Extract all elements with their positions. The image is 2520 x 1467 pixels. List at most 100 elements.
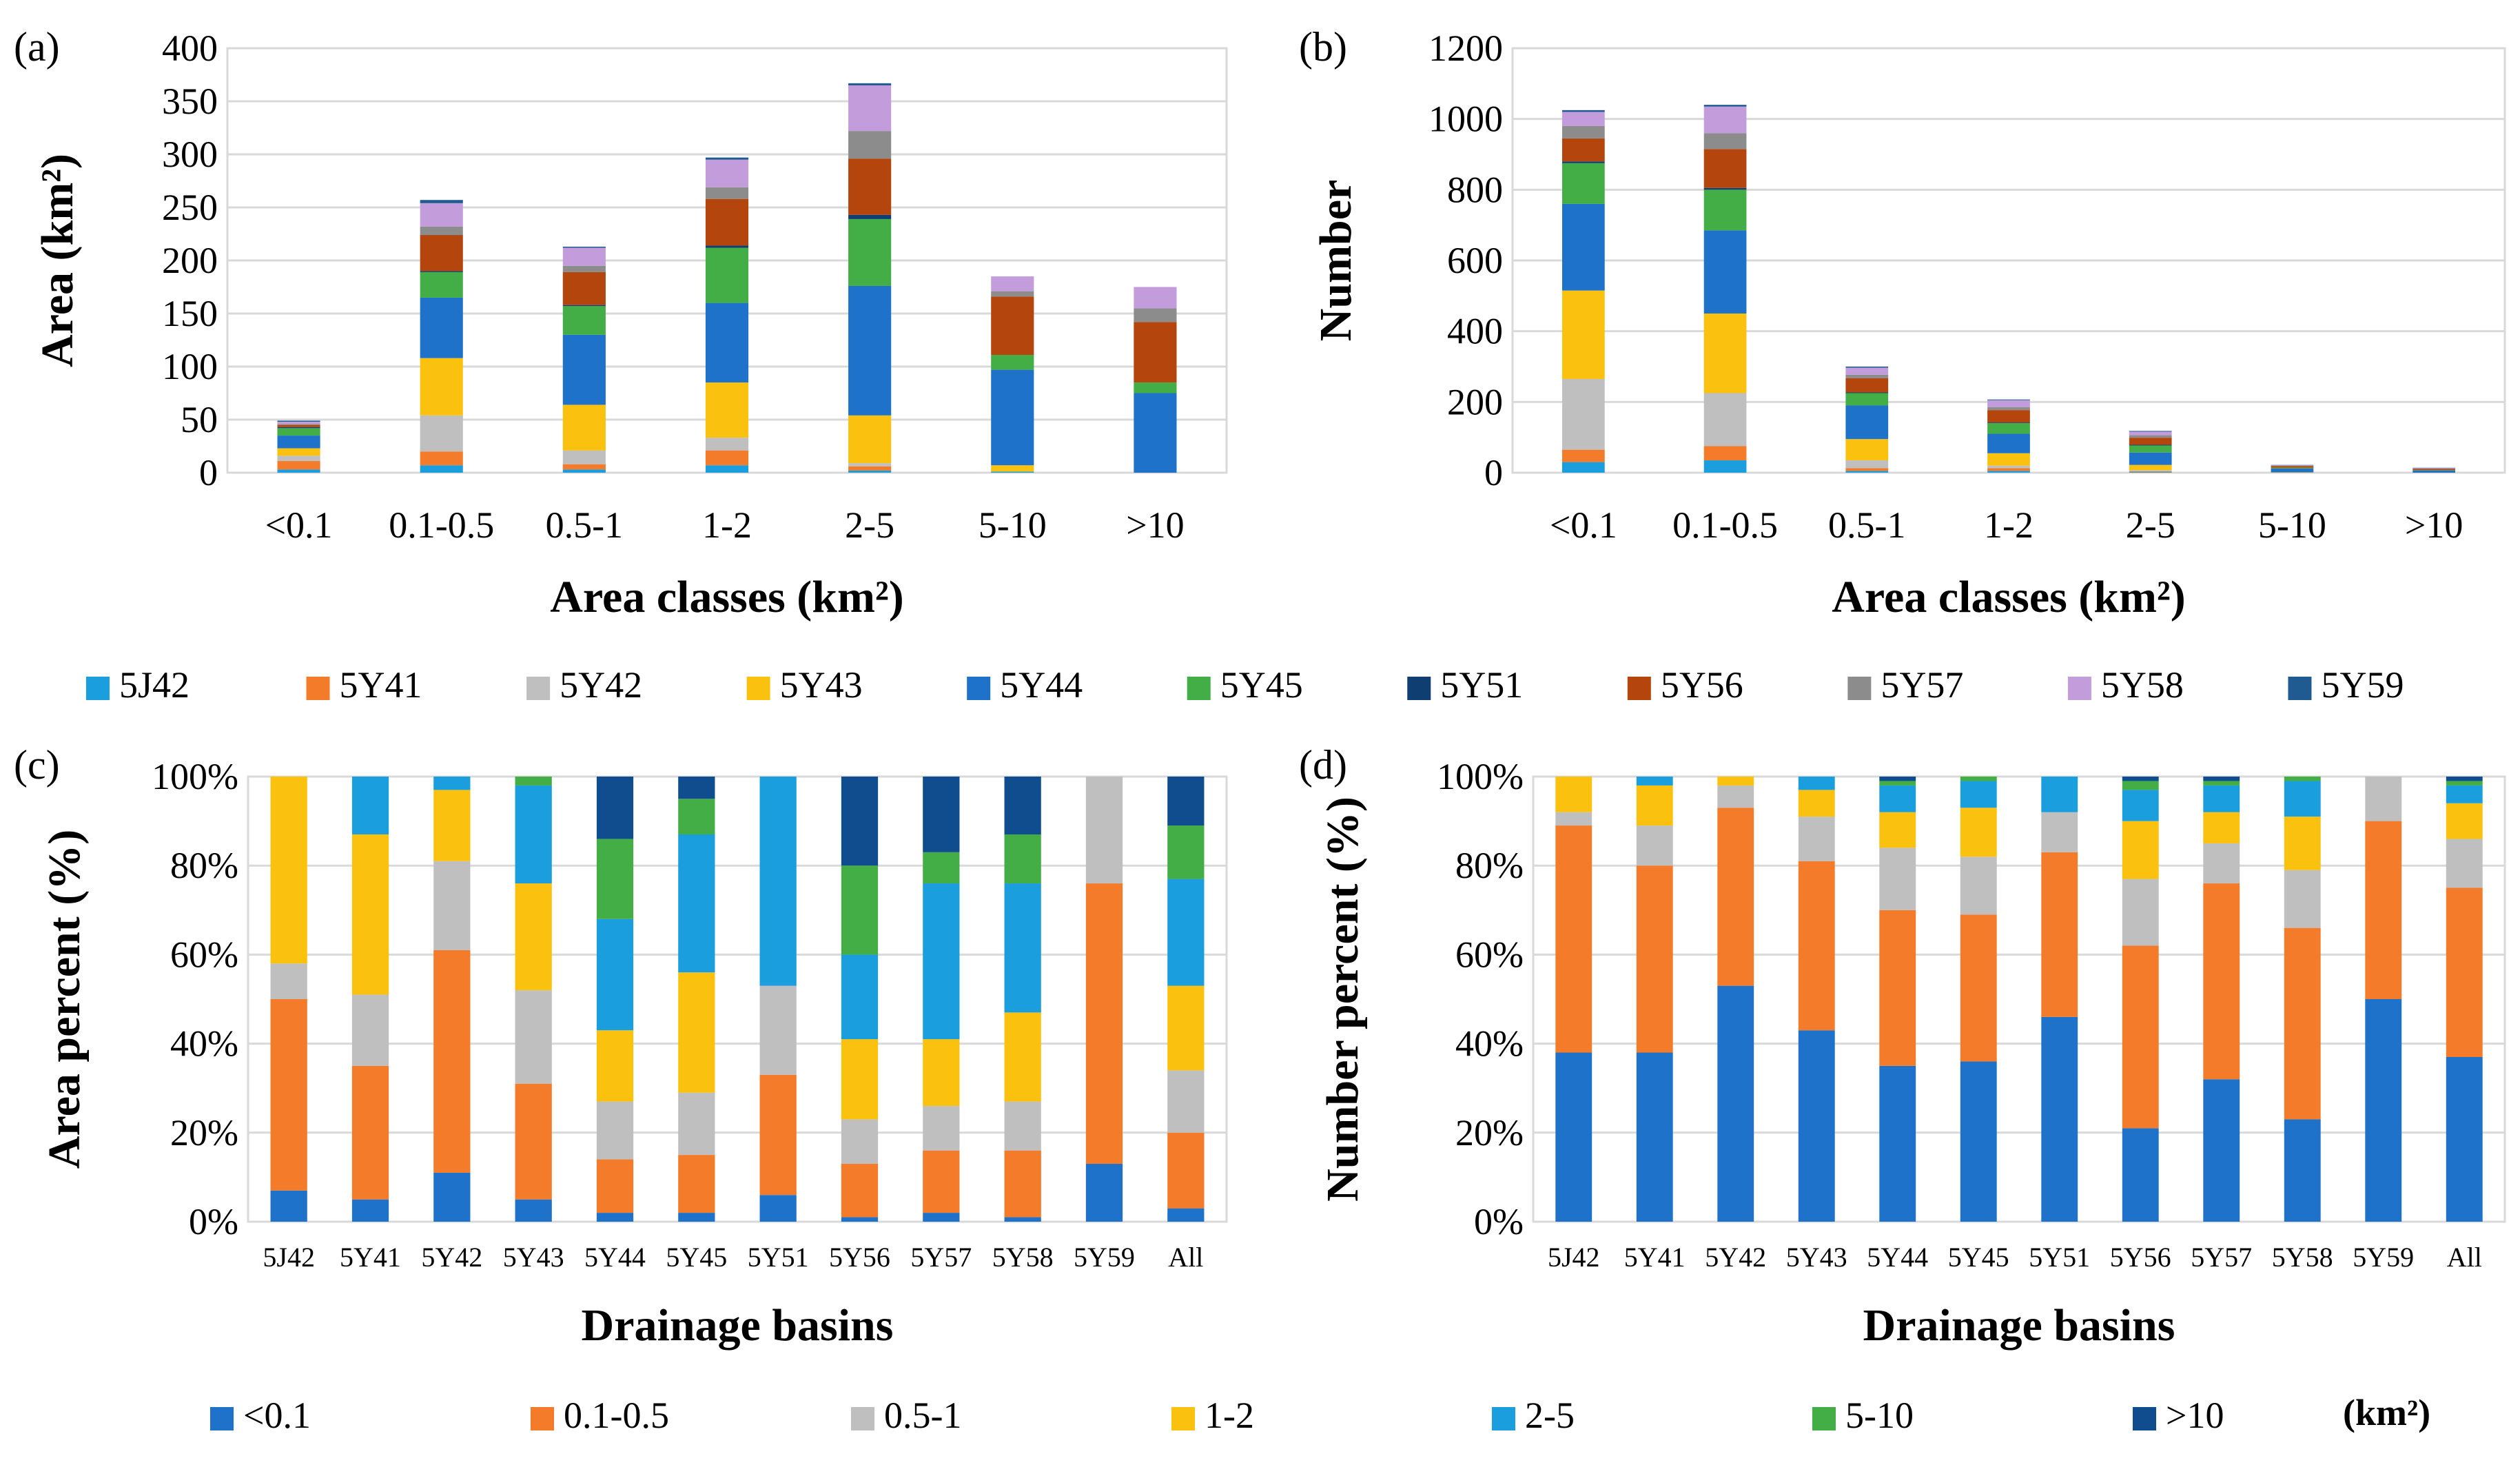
panel-c-x-tick-label: All <box>1168 1242 1203 1273</box>
panel-d-x-ticks: 5J42 5Y41 5Y42 5Y43 5Y44 5Y45 5Y51 5Y56 5Y57 5Y58… <box>1548 1242 2482 1273</box>
panel-d-bar-5Y45-0p5-1 <box>1960 856 1997 915</box>
panel-d-bar-5Y58-5-10 <box>2284 777 2321 781</box>
panel-d-bar-5Y41-lt0p1 <box>1636 1052 1673 1222</box>
panel-c-bar-5Y43-0p5-1 <box>515 990 552 1084</box>
panel-a-y-axis-title: Area (km²) <box>32 154 83 367</box>
panel-a-bar-1-2-5Y44 <box>705 302 749 383</box>
panel-c-bar-All-0p5-1 <box>1167 1070 1205 1133</box>
panel-a-bar-2-5-5Y57 <box>848 131 892 159</box>
basin-legend-swatch-5Y43 <box>746 677 770 700</box>
panel-a-bar-5-10-5Y43 <box>991 465 1034 472</box>
panel-a-bar-gt10-5Y56 <box>1134 322 1177 383</box>
panel-a-bar-0p5-1-5J42 <box>562 469 606 473</box>
panel-c-bar-5Y41-0p1-0p5 <box>351 1065 389 1200</box>
panel-a-bar-5-10-5J42 <box>991 471 1034 473</box>
panel-c-x-tick-label: 5Y45 <box>666 1242 727 1273</box>
panel-d-bar-5Y56-2-5 <box>2122 790 2159 821</box>
panel-a-bar-0p5-1-5Y59 <box>562 246 606 248</box>
panel-d-x-tick-label: 5Y44 <box>1867 1242 1928 1273</box>
panel-a-bar-2-5-5Y51 <box>848 214 892 219</box>
panel-c-bar-5Y45-5-10 <box>678 799 715 834</box>
panel-c-bar-5Y41-0p5-1 <box>351 994 389 1066</box>
panel-d: (d) 0%20%40%60%80%100% 5J42 5Y41 5Y42 5Y43 5… <box>1299 742 2506 1351</box>
panel-b-bar-5-10-5Y59 <box>2271 464 2314 466</box>
basin-legend-label-5Y43: 5Y43 <box>780 664 863 706</box>
panel-c-x-tick-label: 5Y56 <box>829 1242 890 1273</box>
panel-a-bar-0p1-0p5-5Y43 <box>420 358 463 416</box>
panel-a-bar-2-5-5Y41 <box>848 466 892 471</box>
class-legend-label-1-2: 1-2 <box>1205 1395 1254 1436</box>
panel-b-bar-0p1-0p5-5Y45 <box>1703 189 1747 231</box>
basin-legend-label-5Y57: 5Y57 <box>1881 664 1963 706</box>
panel-d-x-tick-label: 5Y56 <box>2110 1242 2171 1273</box>
panel-d-bar-5Y57-lt0p1 <box>2203 1079 2240 1222</box>
panel-b-bar-0p5-1-5Y57 <box>1845 374 1889 378</box>
panel-a-bar-5-10-5Y44 <box>991 369 1034 466</box>
class-legend-label-2-5: 2-5 <box>1525 1395 1575 1436</box>
panel-a-bar-2-5-5Y45 <box>848 218 892 286</box>
panel-b-bar-lt0p1-5Y44 <box>1562 203 1605 291</box>
panel-d-bar-5Y59-0p1-0p5 <box>2365 821 2402 999</box>
panel-c-bar-5Y51-lt0p1 <box>759 1195 797 1222</box>
panel-c-bar-5Y58-0p1-0p5 <box>1004 1150 1041 1218</box>
panel-b-bar-0p5-1-5Y56 <box>1845 378 1889 393</box>
panel-a-bar-5-10-5Y57 <box>991 291 1034 297</box>
panel-b-bar-lt0p1-5Y43 <box>1562 290 1605 379</box>
panel-a-bar-5-10-5Y56 <box>991 296 1034 356</box>
panel-b-bar-1-2-5Y51 <box>1987 422 2030 424</box>
panel-b-bar-5-10-5Y45 <box>2271 467 2314 469</box>
panel-a-bar-1-2-5Y43 <box>705 382 749 438</box>
panel-c-bar-5Y56-2-5 <box>841 954 879 1040</box>
panel-a-bar-5-10-5Y58 <box>991 276 1034 291</box>
panel-d-bar-5Y44-1-2 <box>1879 812 1916 848</box>
panel-b-bar-1-2-5Y41 <box>1987 468 2030 471</box>
panel-a-bar-2-5-5J42 <box>848 470 892 473</box>
panel-d-bar-5Y43-2-5 <box>1798 777 1835 790</box>
panel-d-y-tick-label: 40% <box>1455 1023 1524 1065</box>
panel-b-bar-5-10-5Y58 <box>2271 465 2314 466</box>
panel-c-x-tick-label: 5Y51 <box>748 1242 809 1273</box>
panel-d-x-tick-label: 5Y57 <box>2191 1242 2252 1273</box>
class-legend-swatch-0p1-0p5 <box>531 1407 554 1430</box>
basin-legend-label-5Y51: 5Y51 <box>1440 664 1523 706</box>
panel-c-bar-5Y43-1-2 <box>515 883 552 991</box>
panel-a-bar-0p5-1-5Y45 <box>562 306 606 335</box>
panel-d-x-tick-label: All <box>2447 1242 2482 1273</box>
class-legend-swatch-0p5-1 <box>851 1407 874 1430</box>
panel-b-y-tick-label: 400 <box>1447 311 1503 352</box>
panel-a-y-ticks: 0 50 100 150 200 250 300 350 400 <box>162 28 218 493</box>
panel-b-x-tick-label: 5-10 <box>2258 504 2326 546</box>
panel-b-bar-2-5-5Y45 <box>2129 445 2172 453</box>
panel-d-bar-All-0p5-1 <box>2446 839 2483 888</box>
panel-a-x-tick-label: 1-2 <box>702 504 752 546</box>
class-legend-label-lt0p1: <0.1 <box>243 1395 311 1436</box>
panel-c-y-axis-title: Area percent (%) <box>39 830 90 1169</box>
panel-b-bar-1-2-5Y45 <box>1987 423 2030 434</box>
panel-b-bar-1-2-5J42 <box>1987 471 2030 473</box>
panel-c-bar-5Y58-5-10 <box>1004 834 1041 884</box>
basin-legend-label-5Y58: 5Y58 <box>2101 664 2184 706</box>
panel-b-bar-0p1-0p5-5Y42 <box>1703 393 1747 447</box>
panel-a-x-axis-title: Area classes (km²) <box>550 572 903 622</box>
panel-c-bar-5Y57-5-10 <box>923 852 960 884</box>
panel-b-bar-1-2-5Y57 <box>1987 407 2030 411</box>
panel-d-bar-5Y56-gt10 <box>2122 777 2159 781</box>
panel-d-bar-5Y44-lt0p1 <box>1879 1065 1916 1222</box>
panel-b-y-axis-title: Number <box>1311 180 1361 342</box>
panel-b-bar-lt0p1-5Y57 <box>1562 125 1605 139</box>
panel-c-bar-5Y51-0p1-0p5 <box>759 1074 797 1196</box>
class-legend-swatch-2-5 <box>1492 1407 1515 1430</box>
panel-a-bar-0p5-1-5Y44 <box>562 334 606 405</box>
panel-d-bar-5Y42-0p1-0p5 <box>1717 808 1754 986</box>
panel-b-bar-gt10-5Y45 <box>2413 470 2455 471</box>
panel-b-x-tick-label: 0.1-0.5 <box>1672 504 1778 546</box>
panel-d-bar-5Y43-0p5-1 <box>1798 817 1835 861</box>
panel-d-bar-All-5-10 <box>2446 781 2483 786</box>
panel-c-x-tick-label: 5J42 <box>263 1242 315 1273</box>
panel-a-bar-1-2-5Y51 <box>705 245 749 248</box>
panel-b-bar-0p1-0p5-5Y58 <box>1703 106 1747 134</box>
panel-a-bar-0p1-0p5-5J42 <box>420 465 463 473</box>
panel-a-bar-gt10-5Y58 <box>1134 287 1177 309</box>
panel-a-bar-2-5-5Y56 <box>848 158 892 215</box>
basin-legend-swatch-5Y57 <box>1847 677 1872 700</box>
